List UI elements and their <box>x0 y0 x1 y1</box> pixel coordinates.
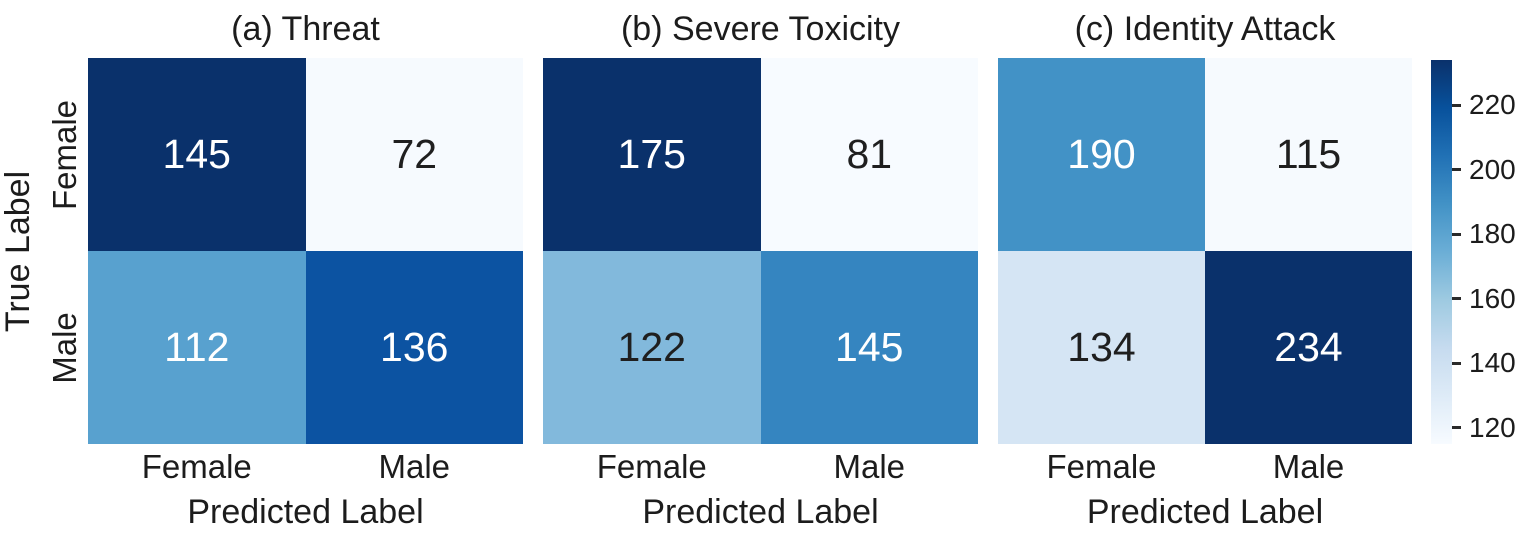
x-axis-label-severe-toxicity: Predicted Label <box>642 493 879 531</box>
y-tick-female-text: Female <box>46 99 84 210</box>
panel-severe-toxicity: (b) Severe Toxicity 175 81 122 145 Female M… <box>543 0 978 535</box>
panel-identity-attack: (c) Identity Attack 190 115 134 234 Female … <box>998 0 1412 535</box>
x-tick-female: Female <box>141 448 252 485</box>
colorbar-tick-mark <box>1452 103 1461 107</box>
x-tick-male: Male <box>1272 448 1345 485</box>
colorbar-tick-label: 180 <box>1469 218 1516 250</box>
heatmap-cell-male-female: 112 <box>88 251 306 444</box>
colorbar-tick-160: 160 <box>1452 283 1516 315</box>
colorbar-gradient <box>1431 60 1452 444</box>
x-tick-male: Male <box>378 448 451 485</box>
heatmap-cell-male-male: 145 <box>760 251 978 444</box>
heatmap-cell-female-female: 145 <box>88 58 306 251</box>
x-ticks-identity-attack: Female Male <box>998 444 1412 490</box>
colorbar-tick-mark <box>1452 232 1461 236</box>
panel-threat-title: (a) Threat <box>231 10 380 48</box>
y-axis-label: True Label <box>0 58 42 444</box>
x-tick-female: Female <box>596 448 707 485</box>
y-axis-gutter: True Label Female Male <box>0 0 88 535</box>
x-axis-label-threat: Predicted Label <box>187 493 424 531</box>
heatmap-cell-female-female: 175 <box>543 58 761 251</box>
heatmap-cell-female-female: 190 <box>998 58 1205 251</box>
colorbar-tick-label: 220 <box>1469 89 1516 121</box>
y-tick-female: Female <box>42 58 88 251</box>
colorbar-tick-mark <box>1452 168 1461 172</box>
heatmap-cell-male-female: 134 <box>998 251 1205 444</box>
x-axis-label-identity-attack: Predicted Label <box>1086 493 1324 531</box>
heatmap-cell-female-male: 115 <box>1205 58 1412 251</box>
heatmap-cell-male-female: 122 <box>543 251 761 444</box>
colorbar-tick-200: 200 <box>1452 154 1516 186</box>
colorbar-tick-180: 180 <box>1452 218 1516 250</box>
y-axis-label-text: True Label <box>0 170 38 332</box>
colorbar-tick-220: 220 <box>1452 89 1516 121</box>
colorbar-tick-140: 140 <box>1452 347 1516 379</box>
colorbar: 120 140 160 180 200 220 <box>1431 0 1528 535</box>
panel-identity-attack-title: (c) Identity Attack <box>1074 10 1336 48</box>
x-ticks-threat: Female Male <box>88 444 523 490</box>
x-tick-female: Female <box>1046 448 1157 485</box>
heatmap-cell-male-male: 136 <box>305 251 523 444</box>
x-tick-male: Male <box>833 448 906 485</box>
colorbar-tick-label: 140 <box>1469 347 1516 379</box>
heatmap-grid-threat: 145 72 112 136 <box>88 58 523 444</box>
colorbar-tick-mark <box>1452 361 1461 365</box>
heatmap-cell-female-male: 81 <box>760 58 978 251</box>
y-tick-male: Male <box>42 251 88 444</box>
colorbar-tick-label: 200 <box>1469 153 1516 185</box>
heatmap-grid-identity-attack: 190 115 134 234 <box>998 58 1412 444</box>
y-tick-male-text: Male <box>46 311 83 384</box>
colorbar-tick-120: 120 <box>1452 412 1516 444</box>
colorbar-ticks: 120 140 160 180 200 220 <box>1452 60 1528 444</box>
colorbar-tick-mark <box>1452 297 1461 301</box>
heatmap-grid-severe-toxicity: 175 81 122 145 <box>543 58 978 444</box>
panel-threat: (a) Threat 145 72 112 136 Female Male Predi… <box>88 0 523 535</box>
panel-severe-toxicity-title: (b) Severe Toxicity <box>620 10 901 48</box>
heatmap-cell-female-male: 72 <box>305 58 523 251</box>
colorbar-tick-label: 120 <box>1469 411 1516 443</box>
colorbar-tick-label: 160 <box>1469 282 1516 314</box>
x-ticks-severe-toxicity: Female Male <box>543 444 978 490</box>
colorbar-tick-mark <box>1452 426 1461 430</box>
heatmap-cell-male-male: 234 <box>1205 251 1412 444</box>
